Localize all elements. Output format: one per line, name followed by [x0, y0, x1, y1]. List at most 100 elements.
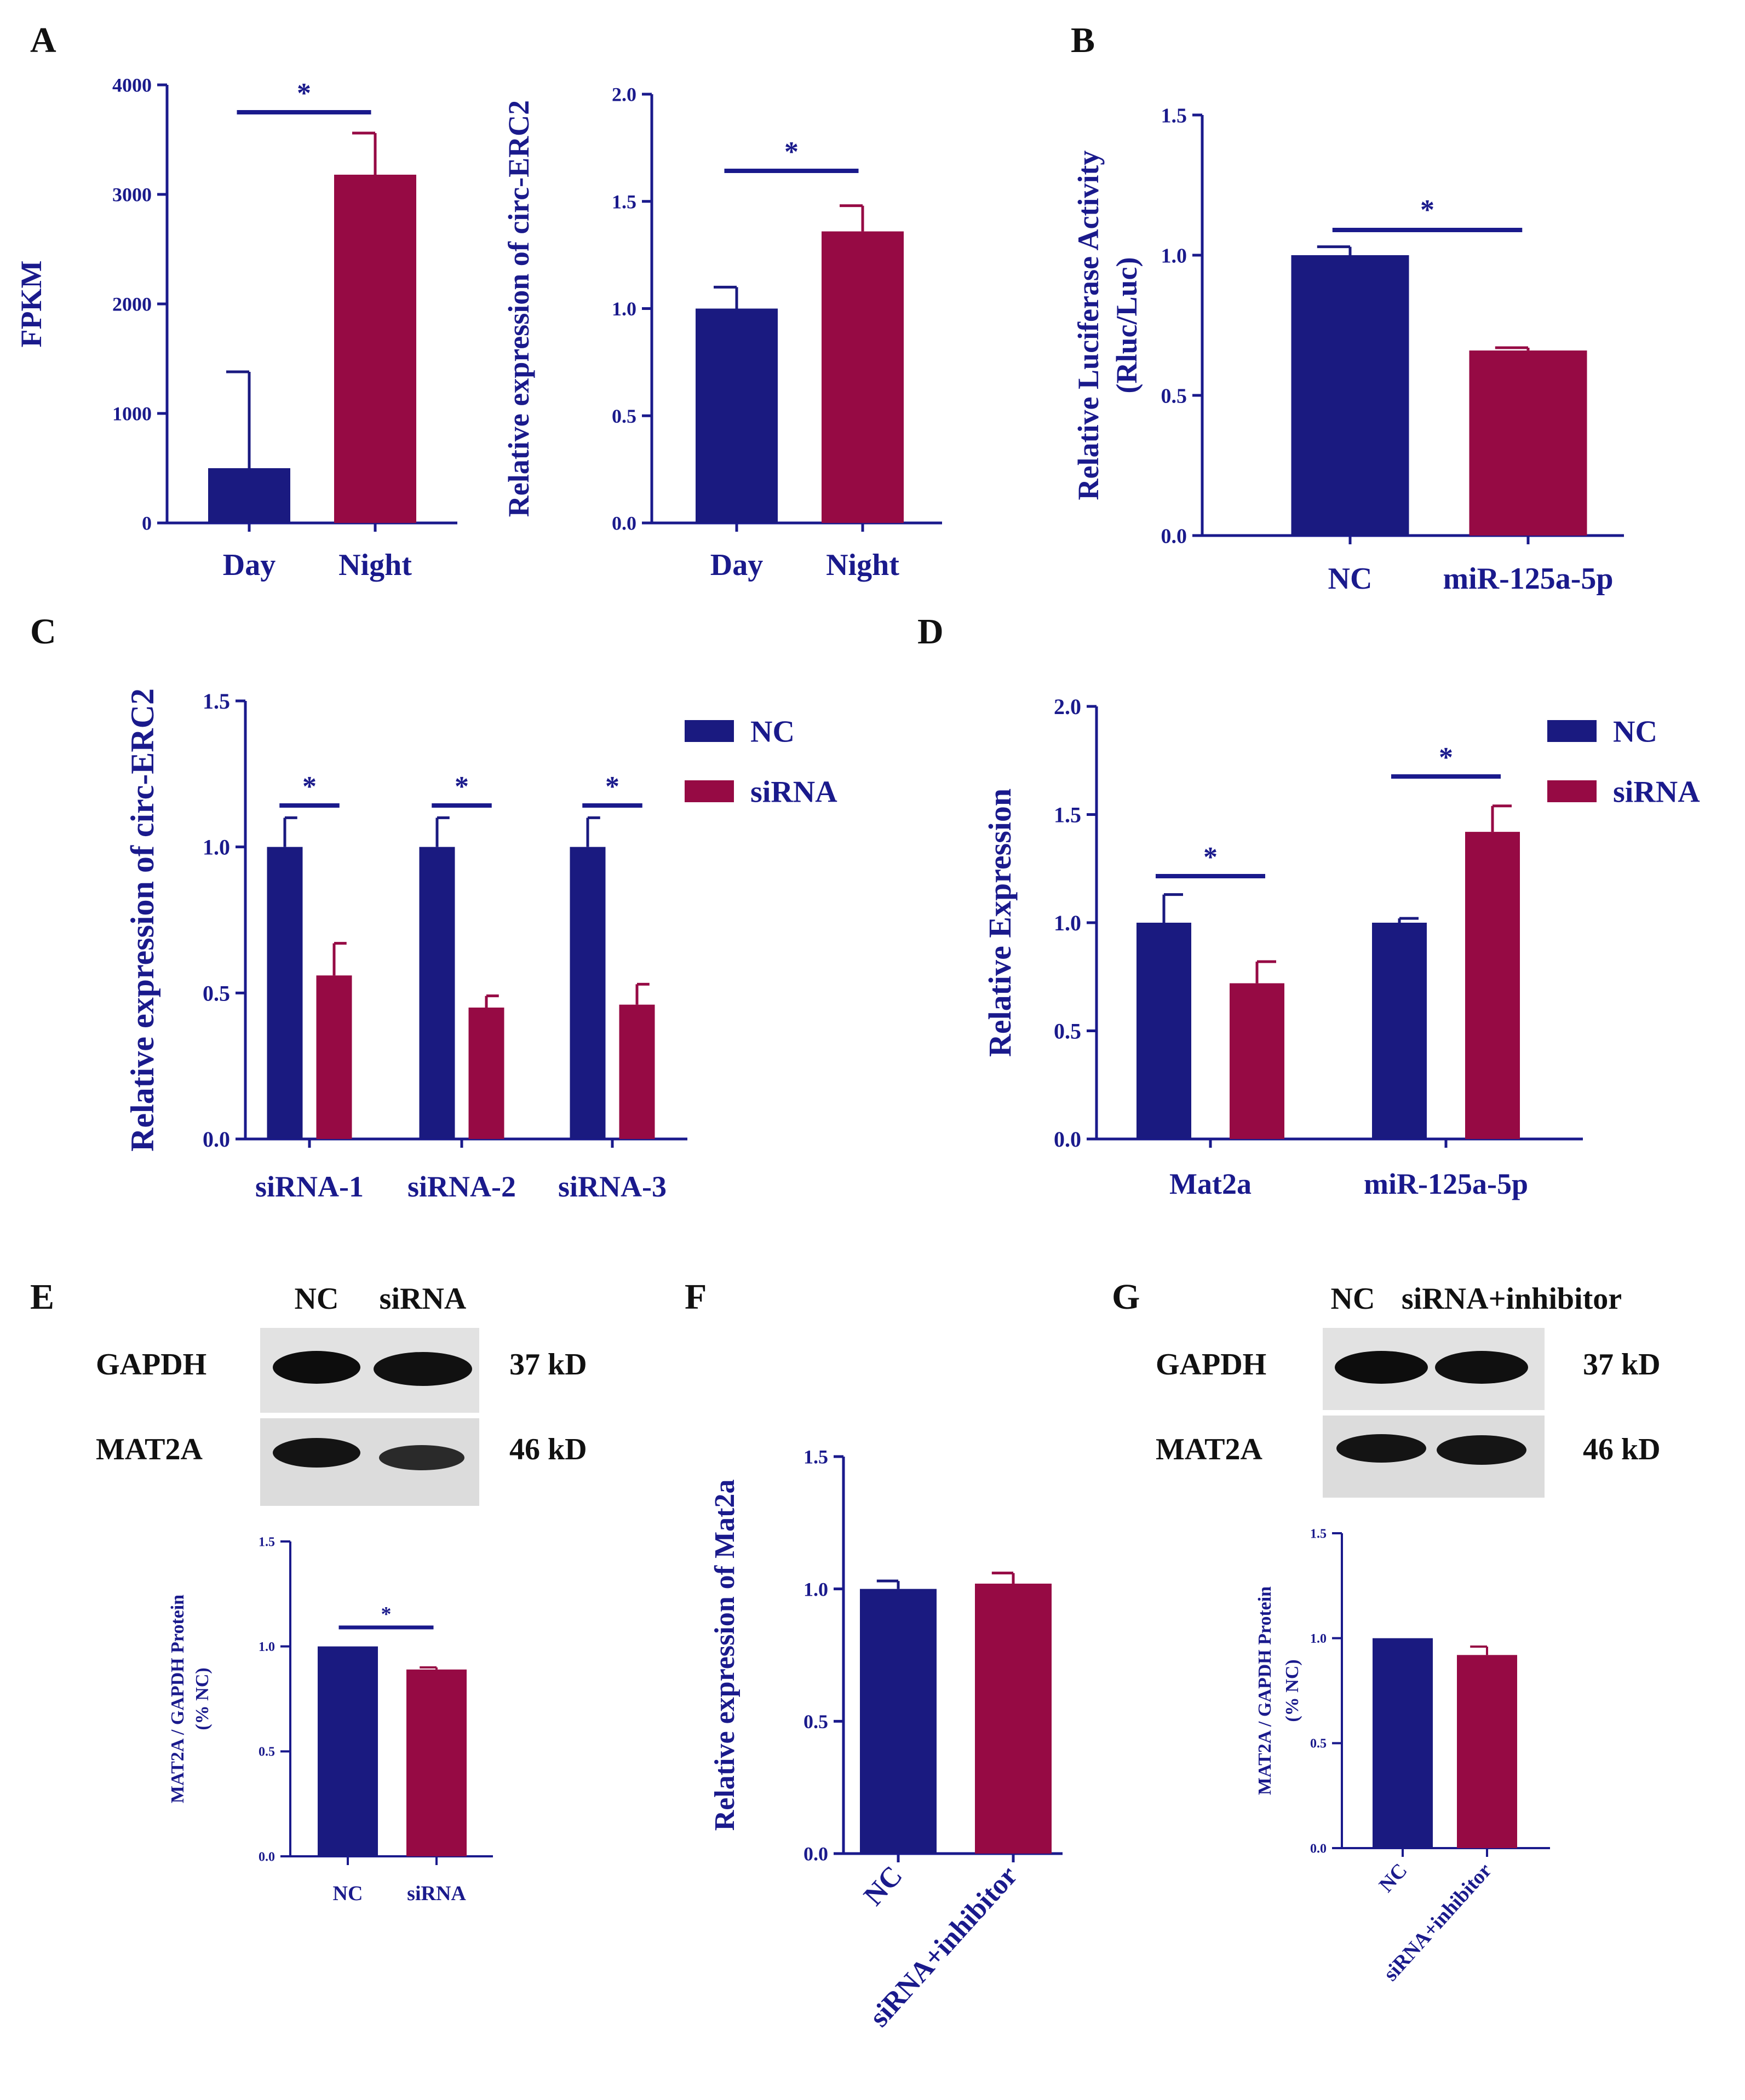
blot-e-size-mat2a: 46 kD: [509, 1432, 587, 1466]
chart-e-protein: 0.0 0.5 1.0 1.5 MAT2A / GAPDH Protein (% NC) N…: [168, 1535, 493, 1905]
bar-nc-1: [1136, 923, 1191, 1139]
y-tick-label: 0.0: [1310, 1842, 1327, 1856]
x-category-label: miR-125a-5p: [1364, 1167, 1528, 1200]
y-tick-label: 0.5: [1161, 384, 1187, 407]
y-tick-label: 0.5: [1310, 1737, 1327, 1751]
x-category-label: siRNA-3: [558, 1170, 667, 1203]
y-axis-title: Relative Expression: [982, 789, 1018, 1057]
significance-star: *: [1420, 194, 1434, 226]
bar-sirna-3: [619, 1004, 655, 1139]
blot-e-band-mat2a-sirna: [379, 1445, 464, 1470]
bar-nc-1: [267, 847, 303, 1139]
blot-g-size-gapdh: 37 kD: [1583, 1348, 1661, 1382]
blot-g-band-gapdh: GAPDH: [1156, 1348, 1266, 1382]
blot-e-band-mat2a: MAT2A: [96, 1432, 203, 1466]
y-tick-label: 2.0: [1054, 694, 1081, 719]
blot-g-band-gapdh-inhibitor: [1435, 1351, 1528, 1384]
significance-star: *: [1439, 742, 1453, 773]
panel-letter-d: D: [917, 612, 944, 652]
bar-night: [334, 175, 416, 523]
blot-g-band-mat2a-nc: [1336, 1434, 1426, 1463]
y-axis-title: Relative expression of circ-ERC2: [502, 100, 535, 517]
y-tick-label: 1.0: [203, 835, 230, 860]
y-tick-label: 1.5: [259, 1535, 275, 1549]
bar-day: [208, 468, 290, 523]
blot-g-band-mat2a: MAT2A: [1156, 1432, 1262, 1466]
y-tick-label: 1.0: [259, 1640, 275, 1654]
blot-e-band-gapdh-nc: [273, 1351, 360, 1384]
bar-sirna: [406, 1669, 467, 1856]
x-category-label: miR-125a-5p: [1443, 562, 1613, 596]
x-category-label: NC: [1328, 562, 1373, 596]
y-tick-label: 0.5: [259, 1745, 275, 1759]
y-axis-title: MAT2A / GAPDH Protein: [1255, 1586, 1275, 1795]
y-tick-label: 1.5: [612, 191, 636, 212]
y-tick-label: 1.0: [1054, 911, 1081, 935]
y-tick-label: 1.5: [1310, 1527, 1327, 1541]
bar-sirna-1: [1230, 983, 1284, 1139]
x-category-label: siRNA-1: [255, 1170, 364, 1203]
y-tick-label: 0.0: [803, 1843, 828, 1865]
y-axis-title: FPKM: [15, 261, 48, 348]
bar-sirna-inhibitor: [975, 1584, 1052, 1854]
y-tick-label: 0.0: [612, 513, 636, 534]
chart-a-fpkm: 0 1000 2000 3000 4000 FPKM Day Night *: [15, 74, 457, 582]
y-tick-label: 0.0: [259, 1850, 275, 1864]
y-tick-label: 0.5: [612, 405, 636, 427]
y-tick-label: 1.0: [803, 1578, 828, 1600]
bar-nc-3: [570, 847, 606, 1139]
y-tick-label: 0.5: [1054, 1019, 1081, 1044]
significance-star: *: [784, 136, 799, 168]
bar-day: [696, 308, 778, 523]
y-axis-title-2: (% NC): [192, 1667, 213, 1730]
x-category-label: Night: [826, 548, 899, 582]
significance-star: *: [297, 78, 311, 109]
bar-sirna-2: [468, 1008, 504, 1139]
y-tick-label: 0.5: [803, 1711, 828, 1733]
bar-sirna-2: [1465, 832, 1520, 1139]
y-tick-label: 0.0: [203, 1127, 230, 1152]
y-tick-label: 4000: [112, 74, 152, 96]
legend-swatch-sirna: [1547, 780, 1597, 802]
bar-nc: [1373, 1638, 1433, 1848]
legend-label-nc: NC: [750, 715, 795, 749]
panel-letter-g: G: [1112, 1277, 1140, 1317]
x-category-label: NC: [333, 1882, 363, 1905]
y-tick-label: 2000: [112, 294, 152, 315]
significance-star: *: [381, 1603, 392, 1626]
significance-star: *: [1203, 842, 1218, 873]
x-category-label: Day: [710, 548, 763, 582]
blot-g-band-mat2a-inhibitor: [1437, 1435, 1526, 1465]
significance-star: *: [605, 771, 619, 802]
western-blot-e: NC siRNA GAPDH MAT2A 37 kD 46 kD: [96, 1282, 587, 1506]
blot-e-size-gapdh: 37 kD: [509, 1348, 587, 1382]
blot-g-band-gapdh-nc: [1335, 1351, 1428, 1384]
bar-mir-125a-5p: [1469, 350, 1587, 536]
chart-a-relative-expression: 0.0 0.5 1.0 1.5 2.0 Relative expression of ci…: [502, 84, 942, 582]
y-tick-label: 1.0: [612, 298, 636, 320]
y-tick-label: 0.5: [203, 981, 230, 1005]
panel-letter-b: B: [1071, 20, 1095, 60]
y-tick-label: 2.0: [612, 84, 636, 106]
y-tick-label: 1.5: [203, 689, 230, 714]
blot-e-band-gapdh: GAPDH: [96, 1348, 206, 1382]
bar-nc-2: [419, 847, 455, 1139]
bar-sirna-inhibitor: [1457, 1655, 1517, 1848]
blot-g-lane-sirna-inhibitor: siRNA+inhibitor: [1402, 1282, 1622, 1316]
legend-swatch-nc: [685, 720, 734, 742]
blot-g-lane-nc: NC: [1331, 1282, 1375, 1316]
chart-d-relative-expression: 0.0 0.5 1.0 1.5 2.0 Relative Expression Mat2a m…: [982, 694, 1700, 1200]
x-category-label: siRNA: [407, 1882, 466, 1905]
western-blot-g: NC siRNA+inhibitor GAPDH MAT2A 37 kD 46 …: [1156, 1282, 1661, 1498]
y-tick-label: 1.5: [1054, 803, 1081, 827]
bar-nc: [1291, 255, 1409, 536]
y-tick-label: 1.0: [1310, 1632, 1327, 1646]
chart-c-circ-erc2: 0.0 0.5 1.0 1.5 Relative expression of circ-…: [124, 688, 837, 1203]
blot-e-lane-sirna: siRNA: [380, 1282, 467, 1316]
y-tick-label: 3000: [112, 184, 152, 206]
bar-night: [822, 231, 904, 523]
panel-letter-f: F: [685, 1277, 707, 1317]
y-axis-title: Relative expression of Mat2a: [709, 1480, 741, 1831]
y-axis-title: Relative expression of circ-ERC2: [124, 688, 160, 1152]
panel-letter-e: E: [30, 1277, 54, 1317]
